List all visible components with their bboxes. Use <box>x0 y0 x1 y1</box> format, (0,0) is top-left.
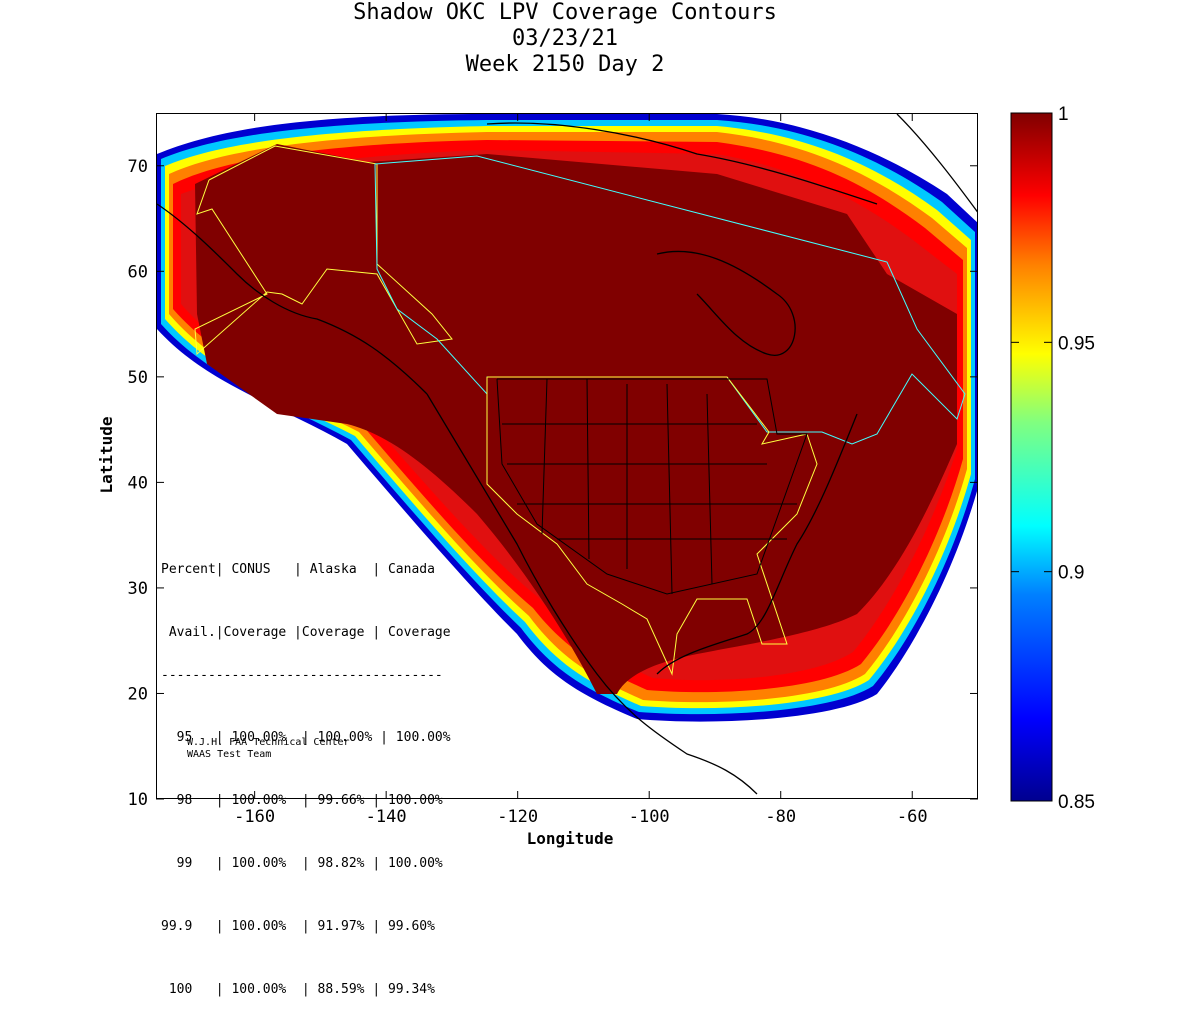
y-tick-label: 40 <box>128 473 148 493</box>
coverage-contour-1.0 <box>195 144 957 694</box>
canada-fir-boundary <box>374 155 966 445</box>
chart-title: Shadow OKC LPV Coverage Contours 03/23/2… <box>0 0 1130 78</box>
x-axis-ticks: -160 -140 -120 -100 -80 -60 <box>234 113 928 827</box>
stats-header-1: Percent| CONUS | Alaska | Canada <box>161 562 435 577</box>
coverage-map <box>157 114 977 795</box>
y-tick-label: 50 <box>128 368 148 388</box>
stats-row: 99.9 | 100.00% | 91.97% | 99.60% <box>161 919 435 934</box>
title-line-1: Shadow OKC LPV Coverage Contours <box>353 0 777 25</box>
axes-layer: -160 -140 -120 -100 -80 -60 10 20 30 40 50 60 70 Lo… <box>97 104 1095 848</box>
credit-line-1: W.J.H. FAA Technical Center <box>187 737 350 748</box>
colorbar-tick-label: 0.85 <box>1058 792 1095 813</box>
y-tick-label: 20 <box>128 684 148 704</box>
stats-row: 98 | 100.00% | 99.66% | 100.00% <box>161 793 443 808</box>
stats-row: 100 | 100.00% | 88.59% | 99.34% <box>161 982 435 997</box>
y-axis-ticks: 10 20 30 40 50 60 70 <box>128 157 978 810</box>
colorbar-tick-label: 0.95 <box>1058 333 1095 354</box>
x-axis-label: Longitude <box>527 829 614 848</box>
y-tick-label: 10 <box>128 790 148 810</box>
colorbar <box>1010 112 1053 802</box>
x-tick-label: -80 <box>765 807 796 827</box>
title-line-2: 03/23/21 <box>512 26 618 51</box>
colorbar-ticks: 1 0.95 0.9 0.85 <box>1011 104 1095 813</box>
y-axis-label: Latitude <box>97 416 116 493</box>
stats-row: 95 | 100.00% | 100.00% | 100.00% <box>161 730 451 745</box>
stats-row: 99 | 100.00% | 98.82% | 100.00% <box>161 856 443 871</box>
credit-line-2: WAAS Test Team <box>187 749 272 760</box>
stats-header-2: Avail.|Coverage |Coverage | Coverage <box>161 625 451 640</box>
x-tick-label: -140 <box>366 807 407 827</box>
x-tick-label: -100 <box>629 807 670 827</box>
coverage-stats-table: Percent| CONUS | Alaska | Canada Avail.|… <box>161 517 451 1021</box>
state-boundaries <box>496 378 808 595</box>
y-tick-label: 30 <box>128 579 148 599</box>
x-tick-label: -120 <box>497 807 538 827</box>
y-tick-label: 70 <box>128 157 148 177</box>
coastlines <box>157 114 977 795</box>
conus-fir-boundary <box>486 376 818 676</box>
colorbar-tick-label: 0.9 <box>1058 563 1084 584</box>
map-plot-area <box>156 113 978 799</box>
x-tick-label: -60 <box>897 807 928 827</box>
x-tick-label: -160 <box>234 807 275 827</box>
title-line-3: Week 2150 Day 2 <box>465 52 665 77</box>
credit-text: W.J.H. FAA Technical Center WAAS Test Te… <box>187 737 350 761</box>
y-tick-label: 60 <box>128 262 148 282</box>
colorbar-tick-label: 1 <box>1058 104 1069 125</box>
